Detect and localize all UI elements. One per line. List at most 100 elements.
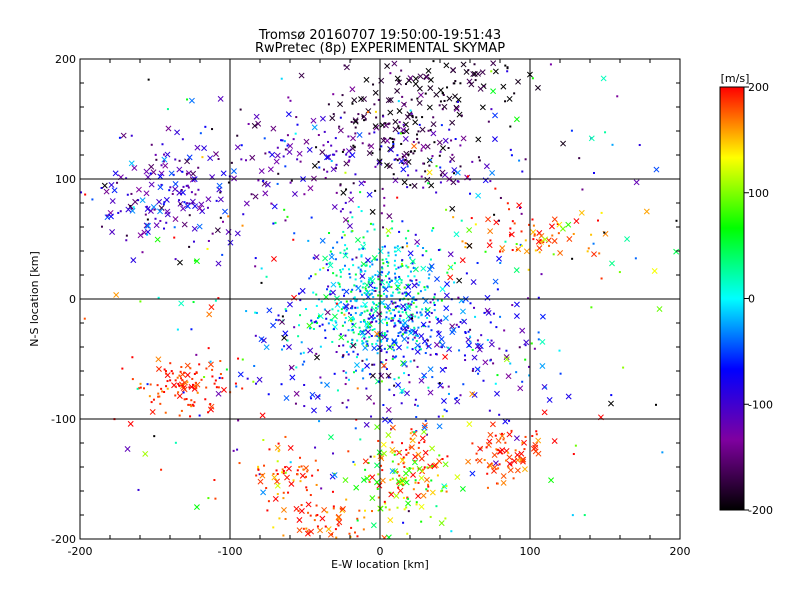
scatter-dot xyxy=(161,143,164,146)
scatter-dot xyxy=(410,279,413,282)
scatter-dot xyxy=(414,298,417,301)
scatter-dot xyxy=(178,374,181,377)
scatter-dot xyxy=(357,266,360,269)
scatter-dot xyxy=(444,366,447,369)
scatter-dot xyxy=(372,296,375,299)
scatter-dot xyxy=(369,326,372,329)
scatter-x-marker xyxy=(404,114,411,120)
scatter-x-marker xyxy=(385,303,392,310)
scatter-dot xyxy=(368,132,371,135)
scatter-x-marker xyxy=(461,318,468,325)
scatter-x-marker xyxy=(256,376,263,383)
scatter-x-marker xyxy=(287,301,293,308)
scatter-x-marker xyxy=(427,389,434,396)
scatter-dot xyxy=(289,99,292,102)
scatter-x-marker xyxy=(425,67,432,74)
scatter-dot xyxy=(221,253,224,256)
scatter-dot xyxy=(385,321,388,324)
scatter-dot xyxy=(369,312,372,315)
scatter-x-marker xyxy=(176,259,183,266)
scatter-dot xyxy=(278,517,281,520)
scatter-x-marker xyxy=(179,371,186,378)
scatter-dot xyxy=(338,283,341,286)
scatter-dot xyxy=(377,305,380,308)
scatter-x-marker xyxy=(505,373,512,380)
scatter-x-marker xyxy=(483,163,490,170)
scatter-dot xyxy=(361,330,364,333)
scatter-dot xyxy=(191,383,194,386)
scatter-dot xyxy=(330,159,333,162)
scatter-dot xyxy=(339,210,342,213)
scatter-dot xyxy=(383,137,386,140)
scatter-dot xyxy=(433,141,436,144)
scatter-dot xyxy=(334,137,337,140)
scatter-x-marker xyxy=(360,243,367,250)
scatter-x-marker xyxy=(180,189,186,196)
scatter-dot xyxy=(260,267,263,270)
scatter-dot xyxy=(457,180,460,183)
x-tick-label: -100 xyxy=(218,545,243,558)
scatter-dot xyxy=(302,527,305,530)
scatter-dot xyxy=(297,335,300,338)
scatter-x-marker xyxy=(506,95,513,102)
scatter-dot xyxy=(116,181,119,184)
scatter-dot xyxy=(365,340,368,343)
scatter-dot xyxy=(341,208,344,211)
scatter-dot xyxy=(366,343,369,346)
scatter-x-marker xyxy=(392,118,399,125)
scatter-x-marker xyxy=(460,135,467,142)
scatter-x-marker xyxy=(380,441,387,448)
scatter-dot xyxy=(345,300,348,303)
scatter-x-marker xyxy=(157,173,164,180)
scatter-dot xyxy=(345,247,348,250)
scatter-x-marker xyxy=(521,439,528,446)
scatter-dot xyxy=(494,187,497,190)
scatter-dot xyxy=(393,378,396,381)
scatter-dot xyxy=(386,330,389,333)
scatter-dot xyxy=(312,256,315,259)
scatter-dot xyxy=(368,480,371,483)
scatter-dot xyxy=(675,219,678,222)
scatter-dot xyxy=(267,500,270,503)
scatter-dot xyxy=(282,470,285,473)
scatter-dot xyxy=(386,273,389,276)
scatter-dot xyxy=(343,234,346,237)
scatter-dot xyxy=(416,137,419,140)
scatter-dot xyxy=(476,339,479,342)
scatter-dot xyxy=(129,205,132,208)
scatter-dot xyxy=(300,504,303,507)
scatter-x-marker xyxy=(369,208,376,215)
scatter-dot xyxy=(330,252,333,255)
scatter-x-marker xyxy=(369,372,376,379)
scatter-dot xyxy=(387,123,390,126)
scatter-x-marker xyxy=(273,158,280,165)
scatter-dot xyxy=(280,77,283,80)
scatter-dot xyxy=(188,386,191,389)
scatter-dot xyxy=(235,385,238,388)
scatter-x-marker xyxy=(453,104,460,111)
scatter-dot xyxy=(437,317,440,320)
scatter-x-marker xyxy=(415,493,422,500)
scatter-dot xyxy=(407,275,410,278)
scatter-x-marker xyxy=(286,149,293,155)
scatter-x-marker xyxy=(193,504,200,511)
scatter-dot xyxy=(180,377,183,380)
scatter-dot xyxy=(380,212,383,215)
scatter-x-marker xyxy=(439,342,446,348)
scatter-dot xyxy=(361,286,364,289)
colorbar-label: [m/s] xyxy=(721,72,750,85)
scatter-dot xyxy=(176,328,179,331)
scatter-dot xyxy=(399,132,402,135)
scatter-x-marker xyxy=(442,353,449,360)
scatter-dot xyxy=(392,355,395,358)
x-tick-label: 200 xyxy=(670,545,691,558)
scatter-dot xyxy=(394,276,397,279)
scatter-dot xyxy=(149,172,152,175)
scatter-x-marker xyxy=(557,249,564,256)
scatter-dot xyxy=(281,468,284,471)
scatter-dot xyxy=(343,249,346,252)
scatter-dot xyxy=(401,220,404,223)
scatter-dot xyxy=(368,336,371,339)
scatter-dot xyxy=(404,294,407,297)
